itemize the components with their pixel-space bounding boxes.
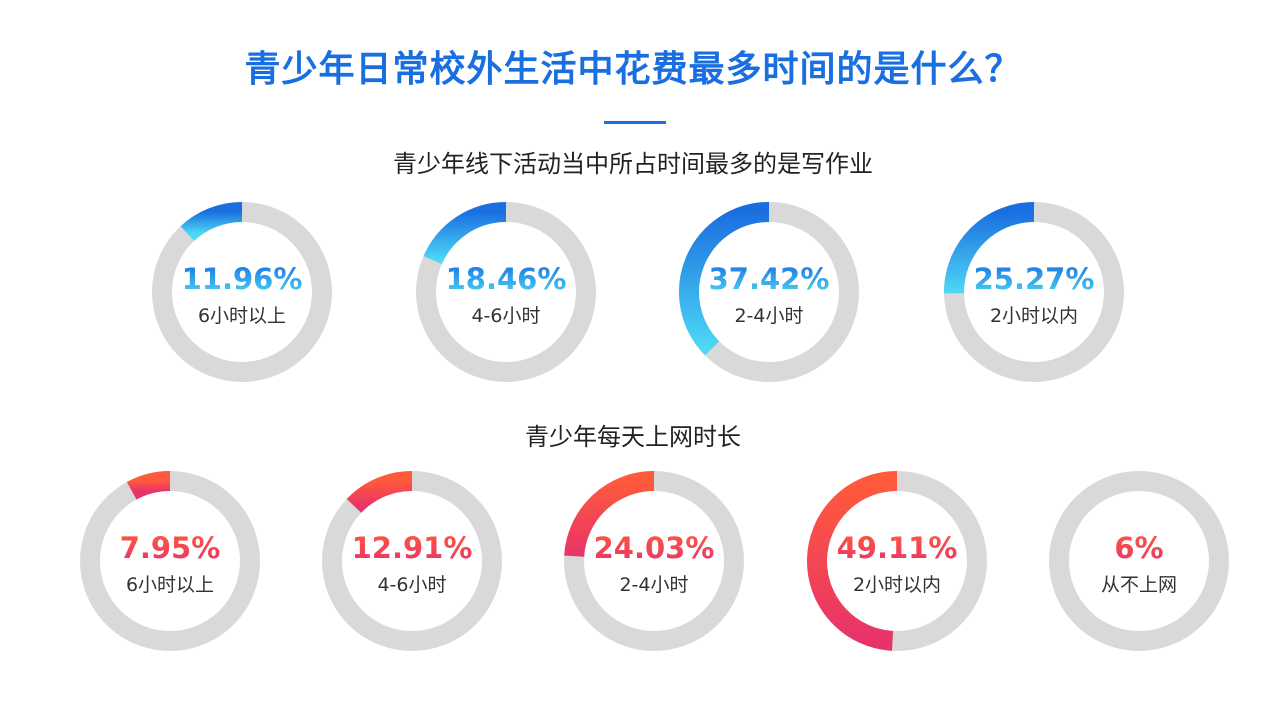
donut-arc	[807, 471, 898, 651]
donut-track	[1049, 471, 1229, 651]
donut-arc	[346, 471, 413, 514]
category-label: 2小时以内	[990, 305, 1078, 327]
donut-arc	[679, 202, 770, 356]
value-label: 11.96%	[182, 262, 303, 296]
category-label: 4-6小时	[377, 574, 446, 596]
category-label: 6小时以上	[198, 305, 286, 327]
value-label: 18.46%	[446, 262, 567, 296]
donut-2-4: 49.11% 2小时以内	[807, 471, 987, 651]
donut-2-1: 7.95% 6小时以上	[80, 471, 260, 651]
value-label: 24.03%	[594, 531, 715, 565]
category-label: 4-6小时	[471, 305, 540, 327]
chart-2-title: 青少年每天上网时长	[525, 423, 741, 451]
donut-arc	[944, 202, 1035, 294]
donut-arc	[180, 202, 243, 242]
donut-arc	[564, 471, 655, 558]
donut-1-2: 18.46% 4-6小时	[416, 202, 596, 382]
category-label: 2小时以内	[853, 574, 941, 596]
donut-2-3: 24.03% 2-4小时	[564, 471, 744, 651]
donut-1-4: 25.27% 2小时以内	[944, 202, 1124, 382]
donut-arc	[126, 471, 171, 500]
value-label: 49.11%	[837, 531, 958, 565]
donut-1-1: 11.96% 6小时以上	[152, 202, 332, 382]
value-label: 6%	[1114, 531, 1163, 565]
value-label: 12.91%	[352, 531, 473, 565]
donut-arc	[423, 202, 507, 265]
donut-1-3: 37.42% 2-4小时	[679, 202, 859, 382]
category-label: 从不上网	[1101, 574, 1177, 596]
title-divider	[604, 121, 666, 124]
category-label: 2-4小时	[619, 574, 688, 596]
donut-2-2: 12.91% 4-6小时	[322, 471, 502, 651]
category-label: 2-4小时	[734, 305, 803, 327]
donut-2-5: 6% 从不上网	[1049, 471, 1229, 651]
value-label: 7.95%	[120, 531, 221, 565]
value-label: 25.27%	[974, 262, 1095, 296]
category-label: 6小时以上	[126, 574, 214, 596]
value-label: 37.42%	[709, 262, 830, 296]
page-title: 青少年日常校外生活中花费最多时间的是什么？	[244, 49, 1022, 90]
chart-1-title: 青少年线下活动当中所占时间最多的是写作业	[393, 150, 873, 178]
